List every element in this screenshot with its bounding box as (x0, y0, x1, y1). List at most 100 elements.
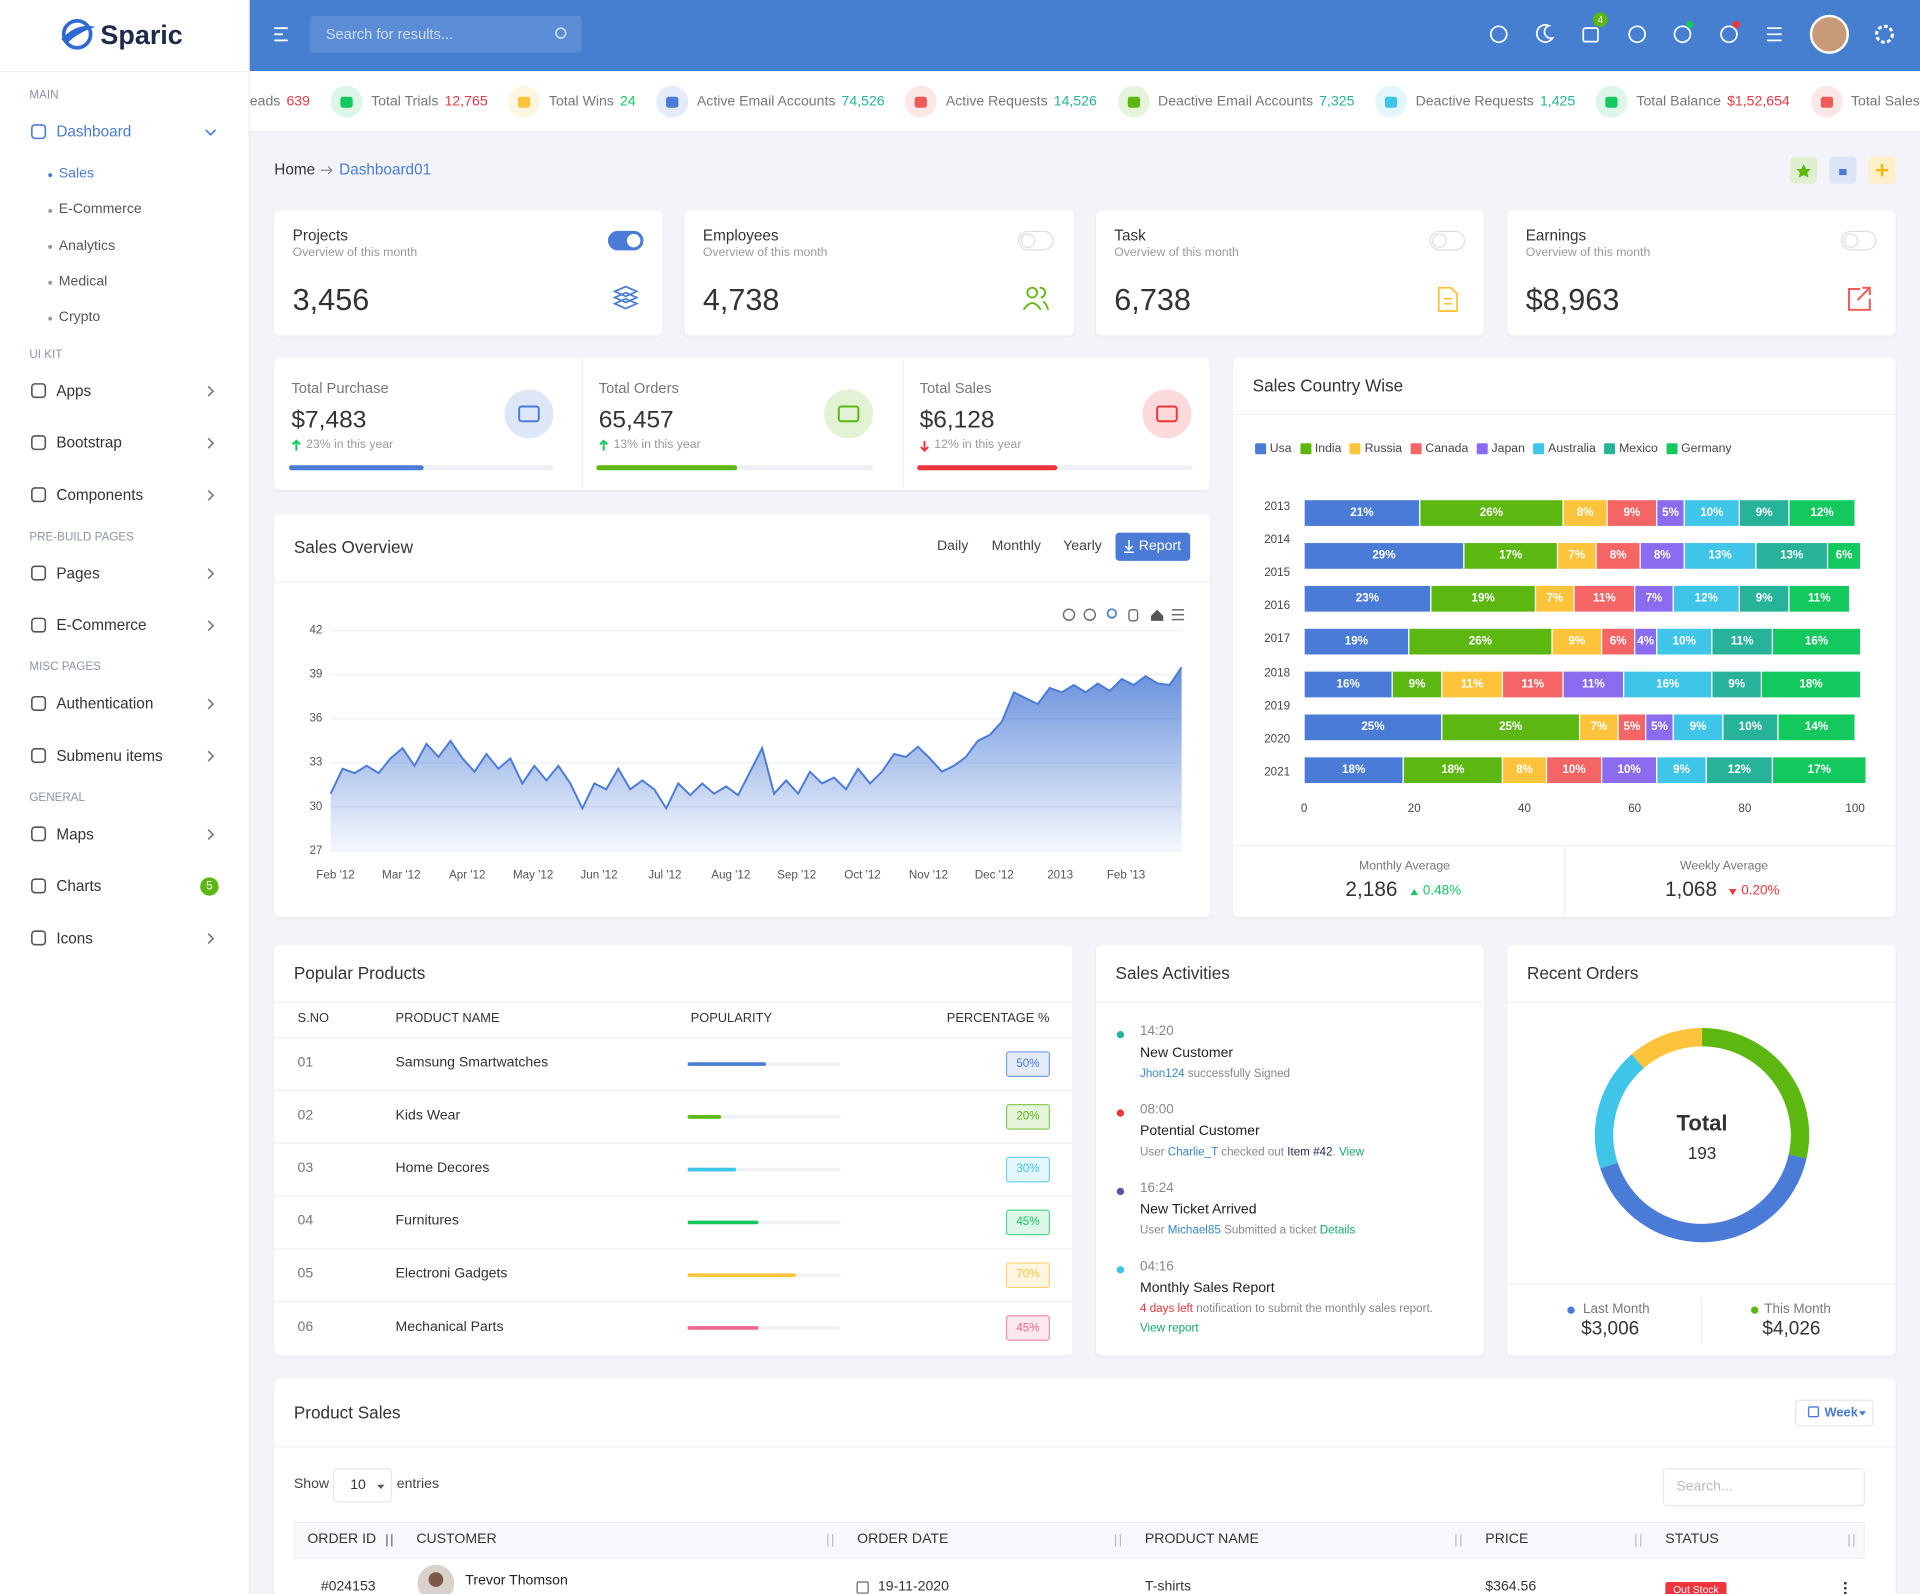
activity-time: 04:16 (1140, 1259, 1174, 1274)
ticker-icon-glyph (915, 96, 928, 108)
x-tick-label: May '12 (512, 868, 554, 883)
x-tick-label: Aug '12 (711, 868, 751, 883)
legend-item[interactable]: Mexico (1604, 442, 1658, 456)
percentage-badge (1005, 1315, 1051, 1341)
bar-segment (1656, 627, 1713, 656)
menu-item[interactable]: Bootstrap (56, 434, 122, 452)
percentage-text: 30% (1016, 1162, 1040, 1177)
legend-item[interactable]: Russia (1349, 442, 1402, 456)
bar-segment (1463, 541, 1559, 571)
x-tick-label: Feb '13 (1106, 868, 1146, 883)
bar-segment (1391, 670, 1443, 699)
table-column-header[interactable]: STATUS (1665, 1531, 1719, 1547)
summary-value: 1,068 (1664, 877, 1718, 901)
entries-select[interactable] (333, 1468, 392, 1503)
table-header (293, 1522, 1865, 1559)
activity-link[interactable]: View report (1140, 1321, 1199, 1336)
legend-label: Canada (1425, 442, 1469, 456)
menu-item[interactable]: Submenu items (56, 746, 163, 765)
week-filter[interactable] (1795, 1399, 1874, 1427)
menu-badge-text: 5 (206, 879, 213, 894)
percentage-text: 50% (1016, 1057, 1040, 1071)
legend-item[interactable]: Australia (1533, 442, 1596, 456)
table-column-header[interactable]: PRICE (1485, 1531, 1529, 1547)
header-icon (1673, 25, 1692, 44)
progress-title: Total Orders (598, 379, 679, 397)
menu-item[interactable]: Apps (56, 382, 92, 400)
report-button-text[interactable]: Report (1138, 538, 1182, 554)
summary-label: Weekly Average (1680, 859, 1769, 874)
menu-item[interactable]: Dashboard (56, 123, 132, 141)
lock-icon (1839, 168, 1847, 176)
menu-item[interactable]: E-Commerce (56, 616, 147, 634)
legend-item[interactable]: Usa (1255, 442, 1292, 456)
bar-label: 29% (1372, 548, 1396, 563)
row-number: 03 (297, 1161, 314, 1176)
activity-text: User (1140, 1145, 1168, 1159)
bar-label: 12% (1810, 506, 1834, 520)
card-title: Popular Products (293, 963, 426, 983)
caret (1858, 1411, 1867, 1416)
legend-item[interactable]: Germany (1666, 442, 1732, 456)
search-box[interactable] (309, 15, 582, 53)
percentage-badge (1005, 1103, 1051, 1130)
status-text: Out Stock (1673, 1583, 1719, 1594)
toggle-knob (1843, 233, 1859, 248)
ticker-label: eads (249, 94, 281, 109)
table-column-header[interactable]: ORDER ID (307, 1531, 377, 1547)
ticker-icon-glyph (666, 96, 679, 108)
row-number: 01 (297, 1055, 314, 1071)
chart-tab[interactable]: Monthly (991, 538, 1041, 554)
bar-label: 25% (1499, 720, 1523, 734)
menu-item[interactable]: Components (56, 486, 144, 504)
row-menu-dot (1843, 1586, 1847, 1590)
menu-icon (31, 826, 47, 842)
table-column-header[interactable]: CUSTOMER (416, 1531, 497, 1547)
bar-segment (1711, 670, 1763, 699)
sort-icon (1455, 1534, 1462, 1547)
menu-item[interactable]: Charts (56, 877, 102, 895)
bar-segment (1545, 756, 1603, 785)
legend-item[interactable]: Canada (1410, 442, 1469, 456)
entries-count[interactable]: 10 (350, 1478, 366, 1493)
table-column-header[interactable]: PRODUCT NAME (1144, 1531, 1259, 1547)
sidebar-section-title: UI KIT (29, 347, 63, 361)
legend-label: Australia (1548, 442, 1596, 456)
table-search[interactable] (1662, 1468, 1865, 1507)
breadcrumb-item[interactable]: Home (274, 161, 316, 179)
menu-item[interactable]: Authentication (56, 694, 154, 713)
table-column-header[interactable]: ORDER DATE (857, 1531, 949, 1547)
y-tick-label: 2015 (1264, 566, 1291, 580)
percentage-text: 45% (1016, 1320, 1040, 1335)
ticker-icon (905, 85, 938, 118)
menu-item[interactable]: Icons (56, 929, 93, 947)
bar-segment (1408, 627, 1553, 656)
bar-label: 18% (1441, 763, 1465, 777)
ticker-label: Active Email Accounts (696, 94, 836, 109)
menu-icon (31, 617, 47, 633)
activity-text: Charlie_T (1167, 1145, 1219, 1159)
submenu-item[interactable]: Crypto (58, 310, 101, 325)
submenu-item[interactable]: Medical (58, 274, 108, 289)
submenu-item[interactable]: Analytics (58, 238, 116, 254)
ticker-item: Total Balance $1,52,654 (1596, 85, 1790, 118)
sort-icon (1848, 1534, 1855, 1547)
submenu-item[interactable]: Sales (58, 166, 95, 182)
row-number: 04 (297, 1213, 314, 1229)
sidebar-section-title: PRE-BUILD PAGES (29, 529, 134, 544)
legend-item[interactable]: India (1300, 442, 1341, 456)
legend-item[interactable]: Japan (1476, 442, 1525, 456)
bar-label: 10% (1617, 763, 1641, 777)
legend-swatch (1410, 443, 1422, 455)
stat-icon (1437, 286, 1459, 312)
chart-tab[interactable]: Daily (937, 538, 969, 554)
submenu-item[interactable]: E-Commerce (58, 202, 142, 218)
menu-item[interactable]: Pages (56, 564, 100, 582)
bar-label: 16% (1656, 677, 1680, 691)
legend-label: Usa (1269, 442, 1292, 456)
menu-item[interactable]: Maps (56, 825, 94, 843)
week-filter-text[interactable]: Week (1824, 1405, 1858, 1421)
chart-tab[interactable]: Yearly (1063, 538, 1102, 554)
chart-tool (1106, 608, 1117, 619)
bar-label: 5% (1662, 506, 1679, 520)
